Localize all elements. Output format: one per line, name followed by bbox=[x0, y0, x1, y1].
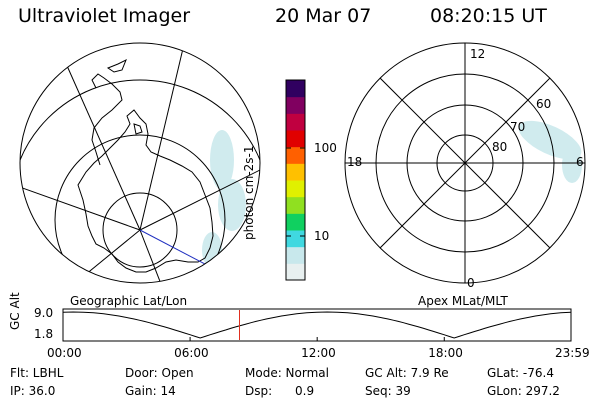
colorbar-segment bbox=[286, 180, 305, 198]
timeline-xtick-label: 12:00 bbox=[301, 346, 336, 360]
timeline-xtick-label: 18:00 bbox=[428, 346, 463, 360]
mlat-70-label: 70 bbox=[510, 120, 526, 134]
title: Ultraviolet Imager bbox=[18, 5, 191, 27]
timeline-xtick-label: 23:59 bbox=[555, 346, 590, 360]
aurora-emission-right bbox=[518, 120, 582, 183]
noon-line bbox=[139, 229, 246, 283]
timeline-xtick-label: 06:00 bbox=[174, 346, 209, 360]
altitude-timeline bbox=[62, 308, 572, 342]
info-seq: Seq: 39 bbox=[365, 384, 411, 398]
info-flt: Flt: LBHL bbox=[10, 366, 64, 380]
info-ip: IP: 36.0 bbox=[10, 384, 56, 398]
info-gc-alt: GC Alt: 7.9 Re bbox=[365, 366, 449, 380]
aurora-emission-left bbox=[202, 130, 246, 268]
timeline-ylabel: GC Alt bbox=[8, 292, 22, 330]
colorbar-segment bbox=[286, 196, 305, 214]
colorbar-segment bbox=[286, 230, 305, 248]
info-door: Door: Open bbox=[125, 366, 194, 380]
coastline bbox=[77, 109, 214, 273]
info-mode: Mode: Normal bbox=[245, 366, 329, 380]
colorbar-segment bbox=[286, 80, 305, 98]
left-map-caption: Geographic Lat/Lon bbox=[70, 294, 188, 308]
colorbar-tick-10: 10 bbox=[314, 229, 330, 243]
colorbar-segment bbox=[286, 146, 305, 164]
altitude-curve bbox=[62, 311, 572, 339]
magnetic-map bbox=[344, 42, 586, 284]
colorbar-segment bbox=[286, 213, 305, 231]
mlat-60-label: 60 bbox=[536, 97, 552, 111]
timeline-ytick-top: 9.0 bbox=[34, 306, 54, 320]
right-map-caption: Apex MLat/MLT bbox=[418, 294, 508, 308]
info-dsp: Dsp: 0.9 bbox=[245, 384, 315, 398]
mlt-18-label: 18 bbox=[347, 155, 363, 169]
peninsula bbox=[91, 73, 123, 166]
mlt-0-label: 0 bbox=[467, 276, 475, 290]
mlt-12-label: 12 bbox=[470, 47, 486, 61]
mlt-6-label: 6 bbox=[576, 155, 584, 169]
colorbar-segment bbox=[286, 130, 305, 148]
colorbar-segment bbox=[286, 163, 305, 181]
colorbar-segment bbox=[286, 263, 305, 281]
colorbar-segment bbox=[286, 246, 305, 264]
date: 20 Mar 07 bbox=[275, 5, 372, 27]
colorbar-segment bbox=[286, 113, 305, 131]
colorbar-units: photon cm-2s-1 bbox=[242, 145, 256, 241]
timeline-ytick-bottom: 1.8 bbox=[34, 327, 54, 341]
timeline-xtick-label: 00:00 bbox=[47, 346, 82, 360]
colorbar bbox=[286, 80, 305, 281]
info-glon: GLon: 297.2 bbox=[487, 384, 560, 398]
mlat-80-label: 80 bbox=[492, 140, 508, 154]
colorbar-tick-100: 100 bbox=[314, 141, 337, 155]
colorbar-segment bbox=[286, 96, 305, 114]
info-glat: GLat: -76.4 bbox=[487, 366, 554, 380]
info-gain: Gain: 14 bbox=[125, 384, 176, 398]
time: 08:20:15 UT bbox=[430, 5, 547, 27]
